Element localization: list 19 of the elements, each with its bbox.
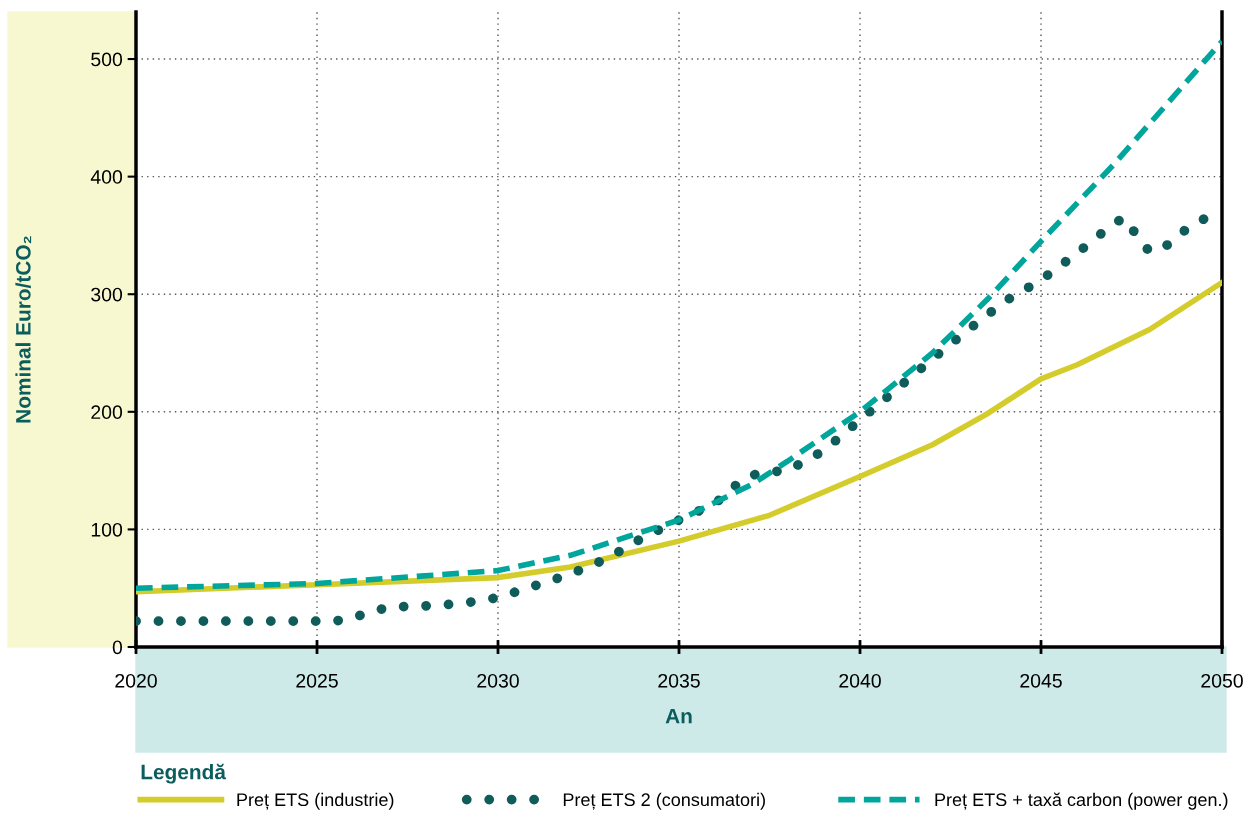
y-tick-label: 400 [90,170,123,184]
x-tick-label: 2040 [839,673,881,688]
x-tick-label: 2020 [115,673,157,688]
y-tick-label: 0 [112,640,123,655]
x-tick-label: 2030 [477,673,519,688]
legend-label: Preț ETS (industrie) [237,792,394,810]
x-tick-label: 2025 [296,673,338,688]
legend-title: Legendă [141,763,227,784]
y-axis-title: Nominal Euro/tCO₂ [15,236,32,423]
x-tick-label: 2050 [1201,673,1243,688]
x-tick-label: 2045 [1020,673,1062,688]
legend-label: Preț ETS + taxă carbon (power gen.) [935,792,1228,810]
x-tick-label: 2035 [658,673,700,688]
x-axis-title: An [665,708,692,724]
y-tick-label: 300 [91,287,123,302]
y-tick-label: 100 [91,522,123,537]
y-tick-label: 200 [91,405,123,420]
y-tick-label: 500 [91,52,123,67]
legend-label: Preț ETS 2 (consumatori) [563,792,765,810]
